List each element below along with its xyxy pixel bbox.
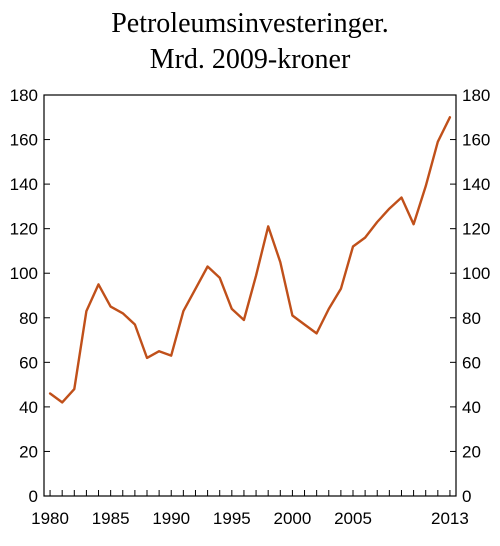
chart-title-line-1: Petroleumsinvesteringer.: [111, 8, 389, 39]
y-tick-label-left: 160: [10, 131, 38, 150]
y-tick-label-right: 60: [462, 353, 481, 372]
y-tick-label-right: 0: [462, 487, 471, 506]
series-line: [48, 116, 452, 404]
y-tick-label-right: 120: [462, 220, 490, 239]
x-tick-label: 1995: [213, 509, 251, 528]
y-tick-label-left: 140: [10, 175, 38, 194]
y-tick-label-left: 20: [19, 442, 38, 461]
x-tick-label: 1990: [152, 509, 190, 528]
x-tick-label: 2005: [334, 509, 372, 528]
plot-frame: [43, 94, 457, 497]
y-tick-label-left: 0: [29, 487, 38, 506]
y-tick-label-left: 120: [10, 220, 38, 239]
y-tick-label-left: 40: [19, 398, 38, 417]
x-tick-label: 2000: [273, 509, 311, 528]
y-tick-label-right: 80: [462, 309, 481, 328]
y-tick-label-left: 100: [10, 264, 38, 283]
y-tick-label-left: 60: [19, 353, 38, 372]
chart-title-line-2: Mrd. 2009-kroner: [149, 44, 351, 75]
x-tick-label: 1980: [31, 509, 69, 528]
y-tick-label-right: 100: [462, 264, 490, 283]
y-tick-label-right: 180: [462, 86, 490, 105]
y-tick-label-right: 160: [462, 131, 490, 150]
y-tick-label-left: 80: [19, 309, 38, 328]
chart-title: Petroleumsinvesteringer. Mrd. 2009-krone…: [0, 6, 500, 78]
y-tick-label-left: 180: [10, 86, 38, 105]
x-tick-label: 2013: [431, 509, 469, 528]
x-tick-label: 1985: [92, 509, 130, 528]
y-tick-label-right: 40: [462, 398, 481, 417]
y-tick-label-right: 140: [462, 175, 490, 194]
y-tick-label-right: 20: [462, 442, 481, 461]
